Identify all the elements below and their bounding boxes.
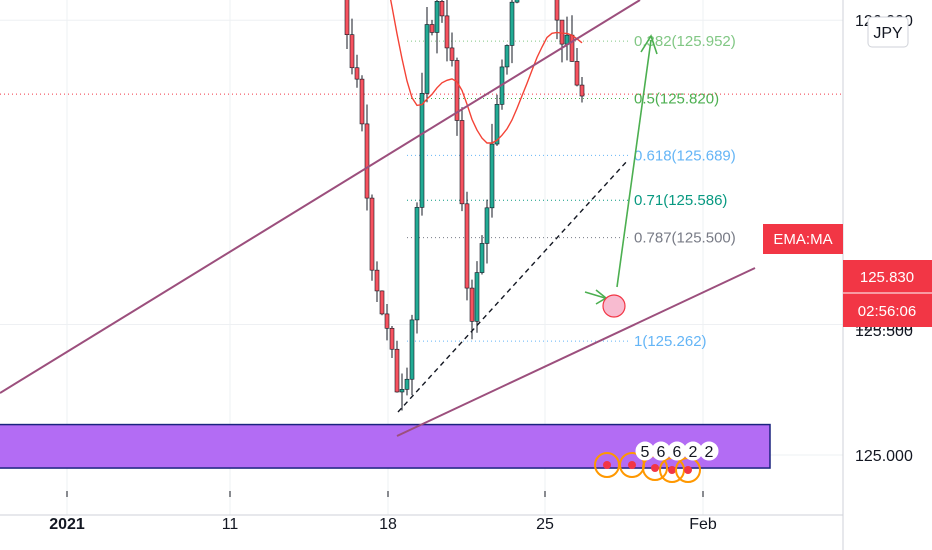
fib-trend-line[interactable]	[397, 159, 629, 413]
event-badge-bg-4	[699, 441, 719, 461]
projection-arrow-head	[640, 34, 658, 55]
candle-body-114	[569, 34, 575, 62]
candle-body-93	[464, 203, 470, 289]
fib-label-9: 1(125.262)	[634, 333, 707, 350]
candle-body-101	[504, 45, 510, 68]
candle-body-92	[459, 120, 465, 205]
indicator-tag[interactable]	[763, 224, 843, 254]
candle-body-103	[514, 0, 520, 3]
countdown-label: 02:56:06	[858, 303, 916, 320]
candlesticks	[344, 0, 585, 411]
fib-label-4: 0.382(125.952)	[634, 33, 736, 50]
time-tick-0: 2021	[49, 516, 85, 533]
fib-label-7: 0.71(125.586)	[634, 192, 727, 209]
candle-body-72	[359, 78, 365, 125]
event-dot-0	[603, 461, 611, 469]
pullback-arrow-line[interactable]	[584, 291, 606, 299]
candle-body-87	[434, 1, 440, 33]
candle-body-90	[449, 47, 455, 61]
target-circle[interactable]	[602, 294, 626, 318]
candle-body-73	[364, 123, 370, 199]
event-dot-4	[684, 466, 692, 474]
candle-body-89	[444, 15, 450, 49]
fib-label-8: 0.787(125.500)	[634, 230, 736, 247]
event-badge-0[interactable]: 5	[641, 444, 650, 461]
event-badge-2[interactable]: 6	[673, 444, 682, 461]
candle-body-116	[579, 84, 585, 97]
fib-retracement: 0.61(127.001)-0.23(126.636)0(126.379)0.2…	[0, 33, 843, 350]
fib-label-6: 0.618(125.689)	[634, 147, 736, 164]
candle-body-76	[379, 290, 385, 315]
ema-path	[389, 0, 583, 144]
last-price-label: 125.830	[860, 269, 914, 286]
candle-body-78	[389, 327, 395, 350]
grid	[0, 0, 843, 515]
candle-body-82	[409, 319, 415, 380]
candle-body-112	[559, 19, 565, 45]
ema-line	[389, 0, 583, 144]
channel-drawings[interactable]	[0, 0, 756, 437]
event-dot-2	[651, 464, 659, 472]
candle-body-86	[429, 24, 435, 33]
candle-body-102	[509, 1, 515, 46]
candle-body-97	[484, 207, 490, 244]
candle-body-99	[494, 104, 500, 145]
candle-body-98	[489, 143, 495, 209]
candle-body-84	[419, 93, 425, 208]
time-axis[interactable]: 2021 11 18 25 Feb	[0, 491, 843, 533]
candle-body-91	[454, 60, 460, 121]
candle-body-69	[344, 0, 350, 35]
candle-body-80	[399, 389, 405, 393]
price-tags: JPY EMA:MA 125.830 02:56:06	[763, 16, 932, 327]
candle-body-96	[479, 243, 485, 273]
candle-body-75	[374, 269, 380, 292]
fib-label-5: 0.5(125.820)	[634, 90, 719, 107]
candle-body-94	[469, 287, 475, 322]
price-tick-4: 125.000	[855, 448, 913, 465]
currency-badge[interactable]	[867, 16, 909, 48]
time-tick-1: 11	[222, 516, 239, 533]
price-axis-bg	[843, 0, 932, 515]
event-badge-1[interactable]: 6	[657, 444, 666, 461]
candle-body-71	[354, 67, 360, 80]
channel-upper-line[interactable]	[0, 0, 641, 394]
candle-body-113	[564, 34, 570, 45]
candle-body-79	[394, 348, 400, 393]
candle-body-83	[414, 207, 420, 321]
event-dot-1	[628, 461, 636, 469]
time-tick-2: 18	[379, 516, 397, 533]
candle-body-77	[384, 313, 390, 329]
candle-body-88	[439, 1, 445, 17]
candle-body-111	[554, 0, 560, 21]
event-badge-3[interactable]: 2	[689, 444, 698, 461]
channel-lower-line[interactable]	[396, 267, 756, 437]
candle-body-115	[574, 61, 580, 86]
price-tick-partial: 125.500	[855, 323, 913, 340]
candle-body-95	[474, 272, 480, 322]
time-tick-4: Feb	[689, 516, 717, 533]
candle-body-74	[369, 197, 375, 271]
candle-body-85	[424, 24, 430, 94]
projection-arrow-line[interactable]	[616, 39, 652, 288]
indicator-tag-label: EMA:MA	[773, 231, 832, 248]
event-dot-3	[668, 466, 676, 474]
time-tick-3: 25	[536, 516, 554, 533]
currency-label: JPY	[873, 25, 903, 42]
candle-body-81	[404, 378, 410, 390]
candle-body-70	[349, 34, 355, 69]
event-badge-4[interactable]: 2	[705, 444, 714, 461]
